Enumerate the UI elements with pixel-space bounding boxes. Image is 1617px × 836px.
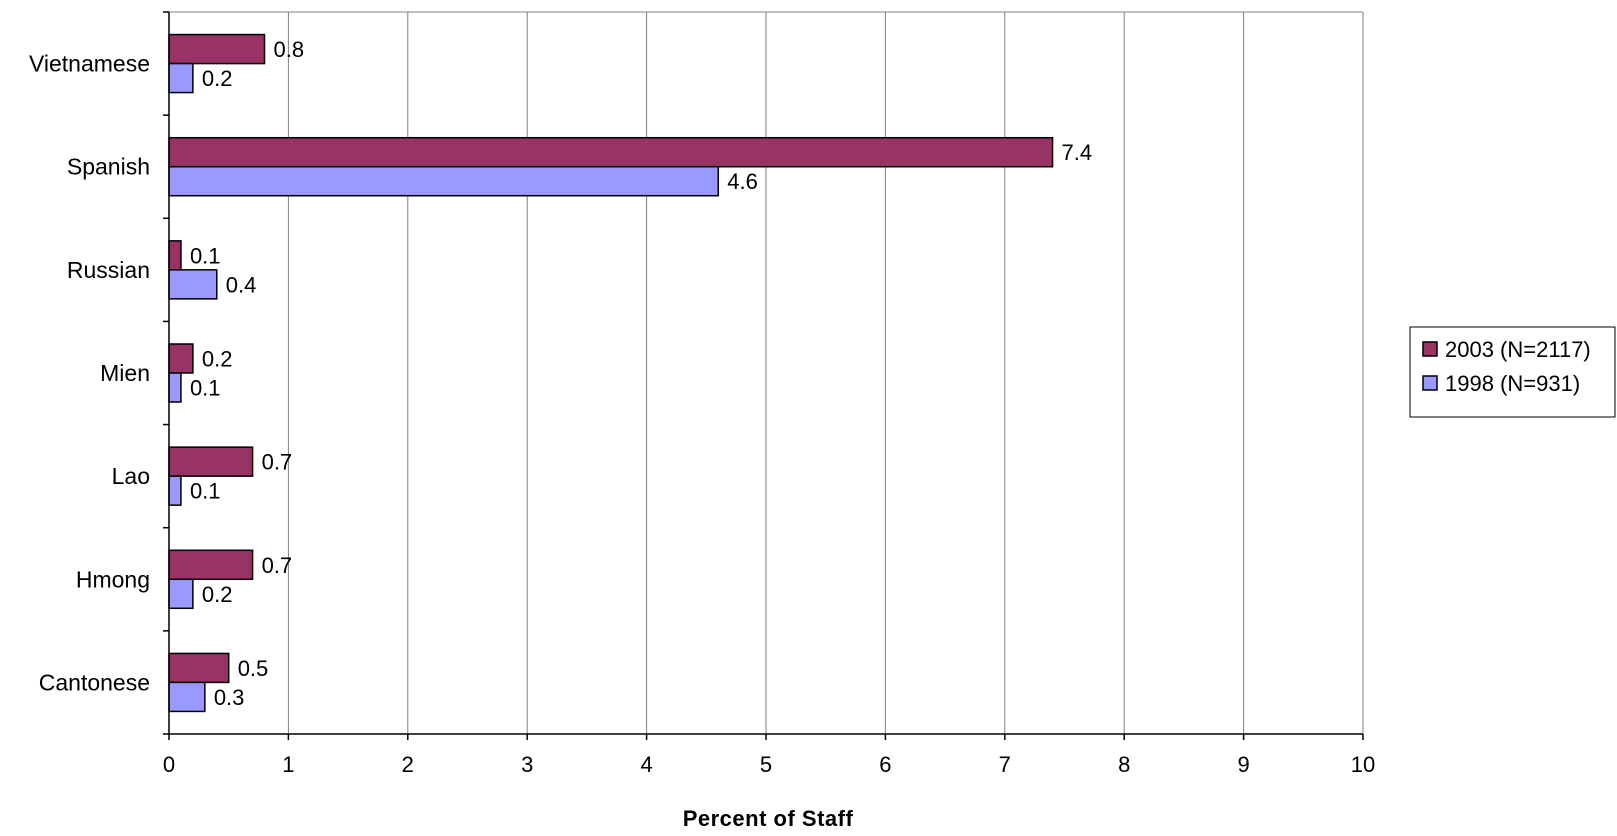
category-label: Cantonese <box>39 669 150 695</box>
gridlines <box>169 11 1364 734</box>
x-tick-label: 7 <box>999 752 1011 777</box>
legend-box <box>1409 326 1616 418</box>
x-tick-label: 1 <box>282 752 294 777</box>
x-tick-label: 0 <box>163 752 175 777</box>
category-label: Lao <box>112 463 150 489</box>
category-label: Hmong <box>76 566 150 592</box>
x-tick-label: 10 <box>1351 752 1375 777</box>
data-label: 0.2 <box>202 66 233 91</box>
bar <box>168 446 254 477</box>
legend-label: 1998 (N=931) <box>1445 371 1580 396</box>
category-label: Spanish <box>67 154 150 180</box>
bar <box>168 33 266 65</box>
category-label: Vietnamese <box>29 51 150 77</box>
bar <box>168 240 182 271</box>
bars <box>168 33 1054 713</box>
bar <box>168 372 182 403</box>
legend-swatch <box>1422 341 1438 357</box>
bar <box>168 681 206 713</box>
data-labels: 0.80.27.44.60.10.40.20.10.70.10.70.20.50… <box>190 37 1092 710</box>
x-tick-label: 6 <box>879 752 891 777</box>
bar <box>168 269 218 300</box>
bar <box>168 549 254 581</box>
data-label: 0.4 <box>226 272 257 297</box>
bar <box>168 475 182 506</box>
category-label: Mien <box>100 360 150 386</box>
bar <box>168 136 1054 168</box>
data-label: 0.1 <box>190 376 221 401</box>
x-axis-title: Percent of Staff <box>683 806 854 831</box>
x-tick-label: 2 <box>402 752 414 777</box>
x-tick-label: 9 <box>1237 752 1249 777</box>
data-label: 0.1 <box>190 479 221 504</box>
legend-label: 2003 (N=2117) <box>1445 337 1591 362</box>
data-label: 0.5 <box>238 656 269 681</box>
data-label: 4.6 <box>727 169 758 194</box>
bar <box>168 652 230 684</box>
x-tick-label: 5 <box>760 752 772 777</box>
x-tick-label: 8 <box>1118 752 1130 777</box>
data-label: 0.2 <box>202 347 233 372</box>
data-label: 0.7 <box>262 553 293 578</box>
axes: Vietnamese Spanish Russian Mien Lao Hmong Cant… <box>29 11 1375 777</box>
x-tick-label: 4 <box>640 752 652 777</box>
bar <box>168 578 194 610</box>
data-label: 0.3 <box>214 685 245 710</box>
x-tick-label: 3 <box>521 752 533 777</box>
data-label: 7.4 <box>1062 140 1093 165</box>
bar <box>168 165 719 197</box>
legend-swatch <box>1422 375 1438 391</box>
legend: 2003 (N=2117) 1998 (N=931) <box>1409 326 1616 418</box>
data-label: 0.2 <box>202 582 233 607</box>
category-label: Russian <box>67 257 150 283</box>
bar <box>168 343 194 374</box>
data-label: 0.7 <box>262 450 293 475</box>
data-label: 0.1 <box>190 243 221 268</box>
data-label: 0.8 <box>274 37 305 62</box>
bar <box>168 62 194 94</box>
